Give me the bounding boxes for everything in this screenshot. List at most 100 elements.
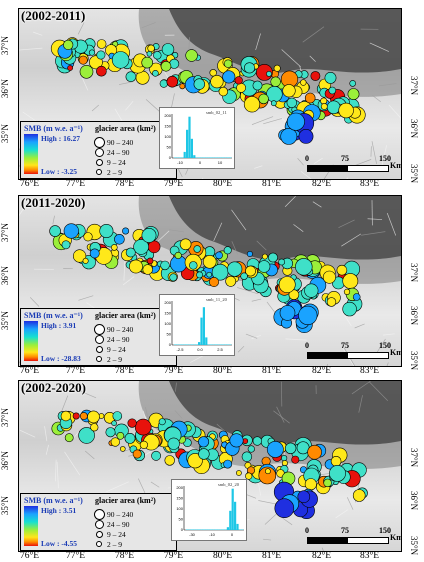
- histogram-bar: [184, 152, 186, 158]
- glacier-point: [106, 428, 115, 437]
- ridge-line: [115, 109, 123, 122]
- scale-tick-label: 0: [305, 341, 309, 350]
- glacier-point: [287, 98, 297, 108]
- smb-high-label: High : 3.91: [41, 321, 76, 330]
- histogram-bar: [193, 155, 195, 158]
- period-label: (2002-2020): [21, 380, 86, 396]
- area-legend-title: glacier area (km²): [95, 311, 156, 320]
- map-legend: SMB (m w.e. a⁻¹)glacier area (km²)High :…: [20, 121, 177, 179]
- smb-low-label: Low : -4.55: [41, 539, 77, 548]
- histogram-bar: [191, 139, 193, 158]
- glacier-point: [140, 441, 148, 449]
- smb-low-label: Low : -3.25: [41, 167, 77, 176]
- histogram-bar: [193, 530, 195, 531]
- histogram-bar: [174, 158, 176, 159]
- histogram-bar: [215, 345, 217, 346]
- glacier-point: [253, 437, 262, 446]
- ridge-line: [20, 430, 35, 437]
- histogram-bar: [188, 530, 190, 531]
- latitude-label-left: 36°N: [0, 79, 16, 98]
- glacier-point: [207, 272, 212, 277]
- glacier-point: [323, 271, 335, 283]
- glacier-point: [147, 51, 152, 56]
- period-label: (2011-2020): [21, 195, 85, 211]
- ridge-line: [151, 482, 159, 487]
- glacier-point: [122, 228, 128, 234]
- glacier-point: [305, 479, 316, 490]
- histogram-bar: [205, 158, 207, 159]
- glacier-point: [331, 456, 341, 466]
- histogram-bar: [174, 345, 176, 346]
- ridge-line: [78, 296, 93, 301]
- glacier-point: [237, 83, 246, 92]
- glacier-point: [73, 413, 79, 419]
- smb-colorbar: [24, 134, 38, 174]
- latitude-label-left: 37°N: [0, 223, 16, 242]
- glacier-point: [159, 419, 165, 425]
- longitude-label: 82°E: [312, 551, 331, 561]
- glacier-point: [274, 65, 280, 71]
- histogram-y-tick: 200: [176, 485, 183, 490]
- glacier-point: [143, 265, 153, 275]
- longitude-label: 76°E: [20, 179, 39, 189]
- glacier-point: [209, 277, 218, 286]
- glacier-point: [223, 71, 235, 83]
- histogram-bar: [193, 345, 195, 346]
- ridge-line: [123, 277, 134, 285]
- histogram-x-tick: -10: [177, 160, 184, 165]
- histogram-bar: [198, 158, 200, 159]
- scale-segment-black: [308, 166, 348, 171]
- glacier-point: [142, 228, 156, 242]
- glacier-point: [129, 260, 142, 273]
- ridge-line: [53, 216, 55, 225]
- histogram-bar: [232, 489, 234, 530]
- area-class-circle: [96, 159, 103, 166]
- glacier-point: [344, 289, 350, 295]
- map-legend: SMB (m w.e. a⁻¹)glacier area (km²)High :…: [20, 308, 177, 366]
- glacier-point: [152, 70, 158, 76]
- glacier-point: [125, 433, 135, 443]
- glacier-point: [283, 84, 296, 97]
- histogram-y-tick: 100: [176, 506, 183, 511]
- glacier-point: [186, 50, 198, 62]
- longitude-label: 83°E: [360, 366, 379, 376]
- area-class-label: 9 – 24: [107, 158, 126, 167]
- smb-colorbar: [24, 321, 38, 361]
- glacier-point: [285, 443, 296, 454]
- scale-bar: [307, 165, 389, 172]
- histogram-bar: [222, 345, 224, 346]
- ridge-line: [238, 346, 244, 352]
- latitude-label-right: 37°N: [403, 448, 419, 467]
- ridge-line: [125, 101, 133, 110]
- glacier-point: [68, 65, 73, 70]
- glacier-point: [265, 469, 270, 474]
- smb-high-label: High : 3.51: [41, 506, 76, 515]
- area-class-label: 90 – 240: [107, 510, 133, 519]
- glacier-point: [267, 86, 283, 102]
- glacier-point: [353, 294, 360, 301]
- ridge-line: [298, 158, 304, 165]
- histogram-bar: [186, 345, 188, 346]
- glacier-point: [248, 446, 255, 453]
- scale-segment-black: [308, 538, 348, 543]
- glacier-point: [268, 253, 277, 262]
- histogram-bar: [208, 530, 210, 531]
- histogram-bar: [186, 530, 188, 531]
- ridge-line: [336, 510, 348, 518]
- glacier-point: [84, 233, 93, 242]
- histogram-bar: [179, 158, 181, 159]
- glacier-point: [168, 438, 180, 450]
- histogram-y-tick: 100: [164, 134, 171, 139]
- glacier-point: [226, 276, 236, 286]
- histogram-y-tick: 0: [181, 527, 184, 532]
- longitude-label: 82°E: [312, 179, 331, 189]
- glacier-point: [114, 234, 124, 244]
- histogram-y-tick: 50: [179, 517, 184, 522]
- histogram-bar: [188, 117, 190, 158]
- latitude-label-left: 37°N: [0, 408, 16, 427]
- histogram-bar: [215, 530, 217, 531]
- glacier-point: [343, 273, 358, 288]
- histogram-bar: [234, 502, 236, 530]
- glacier-point: [194, 79, 205, 90]
